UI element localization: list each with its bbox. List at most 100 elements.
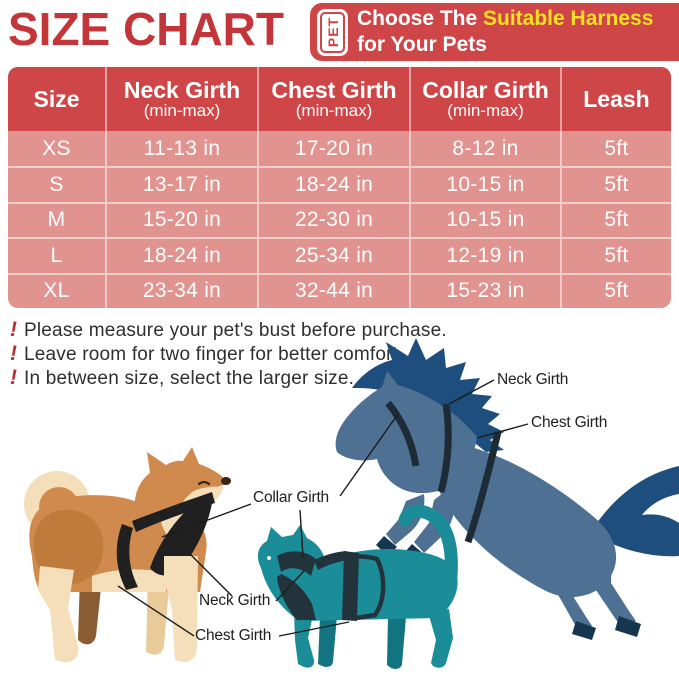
cat-eye (267, 556, 271, 560)
cell-s-size: S (8, 166, 107, 202)
neck-girth-label: Neck Girth (199, 592, 271, 609)
horse-torso (436, 442, 617, 598)
exclamation-icon: ! (10, 342, 17, 365)
cell-xs-collar: 8-12 in (411, 131, 562, 167)
cell-m-neck: 15-20 in (107, 201, 259, 238)
banner-tagline: Choose The Suitable Harness for Your Pet… (357, 6, 653, 58)
collar-to-cat-line (299, 509, 304, 558)
cell-xs-size: XS (8, 131, 107, 167)
dog-thigh-shade (33, 509, 104, 585)
col-header-leash: Leash (562, 67, 671, 131)
dog-belly (92, 569, 166, 592)
dog-body (29, 495, 207, 592)
col-header-collar: Collar Girth (min-max) (411, 67, 562, 131)
horse-hind-leg-far (549, 554, 592, 630)
horse-neck-girth-label: Neck Girth (497, 371, 569, 388)
cat-near-legs (294, 609, 453, 668)
page-title: SIZE CHART (8, 3, 284, 55)
cat-tail (398, 504, 458, 583)
dog-eye (197, 480, 211, 486)
cell-l-neck: 18-24 in (107, 237, 259, 273)
col-header-sub: (min-max) (295, 101, 373, 121)
tagline-part1: Choose The (357, 7, 484, 30)
tagline-line1: Choose The Suitable Harness (357, 6, 653, 32)
dog-near-hind-leg (38, 566, 79, 663)
cell-l-collar: 12-19 in (411, 237, 562, 273)
cell-m-leash: 5ft (562, 201, 671, 237)
horse-hind-leg-far (549, 554, 592, 630)
collar-girth-label: Collar Girth (253, 489, 329, 506)
chest-girth-label: Chest Girth (195, 627, 272, 644)
cell-xl-leash: 5ft (562, 272, 671, 308)
horse-neck-line (448, 379, 495, 405)
cell-l-size: L (8, 237, 107, 273)
pet-logo-text: PET (324, 16, 341, 48)
cell-s-neck: 13-17 in (107, 166, 259, 202)
cell-xl-chest: 32-44 in (259, 272, 411, 308)
collar-to-dog-line (161, 503, 252, 538)
cell-m-size: M (8, 201, 107, 238)
horse-front-leg-far (386, 494, 425, 545)
size-chart-table: Size Neck Girth (min-max) Chest Girth (min… (8, 67, 671, 308)
dog-tail-outer (24, 471, 90, 537)
cell-xl-collar: 15-23 in (411, 272, 562, 308)
cat-harness (277, 551, 359, 621)
dog-nose (221, 477, 231, 485)
col-header-label: Neck Girth (123, 77, 241, 103)
chest-to-dog-line (117, 585, 195, 637)
cat-far-legs (318, 616, 406, 669)
cell-l-chest: 25-34 in (259, 237, 411, 273)
exclamation-icon: ! (10, 318, 17, 341)
note-text: Leave room for two finger for better com… (24, 344, 404, 365)
col-header-label: Collar Girth (422, 77, 549, 103)
col-header-label: Chest Girth (271, 77, 397, 103)
cell-xs-neck: 11-13 in (107, 131, 259, 167)
horse-hooves (376, 536, 641, 640)
col-header-sub: (min-max) (447, 101, 524, 121)
col-header-chest: Chest Girth (min-max) (259, 67, 411, 131)
dog-far-hind-leg (78, 576, 102, 645)
cell-xs-chest: 17-20 in (259, 131, 411, 167)
col-header-label: Size (33, 85, 80, 112)
dog-near-front-leg (164, 556, 198, 663)
col-header-neck: Neck Girth (min-max) (107, 67, 259, 131)
dog-chin-neck (160, 509, 194, 543)
note-text: In between size, select the larger size. (24, 368, 355, 389)
col-header-sub: (min-max) (143, 101, 221, 121)
col-header-size: Size (8, 67, 107, 131)
cat-illustration (257, 504, 458, 669)
neck-to-cat-line (275, 570, 305, 602)
tagline-highlight: Suitable Harness (483, 7, 654, 30)
chest-to-cat-line (278, 621, 350, 637)
label-connector-lines (117, 379, 529, 637)
cell-s-leash: 5ft (562, 166, 671, 201)
note-item: ! In between size, select the larger siz… (10, 366, 447, 389)
cell-m-chest: 22-30 in (259, 201, 411, 238)
dog-tail-mid (39, 487, 79, 527)
cell-s-collar: 10-15 in (411, 166, 562, 202)
cat-vest-outline (317, 554, 386, 621)
neck-to-dog-line (186, 550, 233, 597)
notes-list: ! Please measure your pet's bust before … (10, 318, 447, 389)
dog-head (134, 447, 229, 519)
note-item: ! Please measure your pet's bust before … (10, 318, 447, 341)
horse-tail (596, 466, 679, 557)
note-text: Please measure your pet's bust before pu… (24, 320, 447, 341)
note-item: ! Leave room for two finger for better c… (10, 342, 447, 365)
horse-chest-line (476, 423, 529, 439)
collar-to-horse-line (339, 413, 399, 497)
horse-head-neck (335, 371, 477, 494)
cell-l-leash: 5ft (562, 237, 671, 272)
pet-logo-badge: PET (317, 8, 348, 56)
tagline-line2: for Your Pets (357, 33, 487, 56)
cell-s-chest: 18-24 in (259, 166, 411, 202)
col-header-label: Leash (583, 85, 650, 112)
horse-chest-girth-label: Chest Girth (531, 414, 608, 431)
header-banner: PET Choose The Suitable Harness for Your… (310, 3, 679, 61)
horse-front-leg-near (414, 486, 455, 553)
exclamation-icon: ! (10, 366, 17, 389)
cat-body (257, 525, 458, 621)
dog-tail-inner (52, 500, 70, 518)
cell-m-collar: 10-15 in (411, 201, 562, 238)
